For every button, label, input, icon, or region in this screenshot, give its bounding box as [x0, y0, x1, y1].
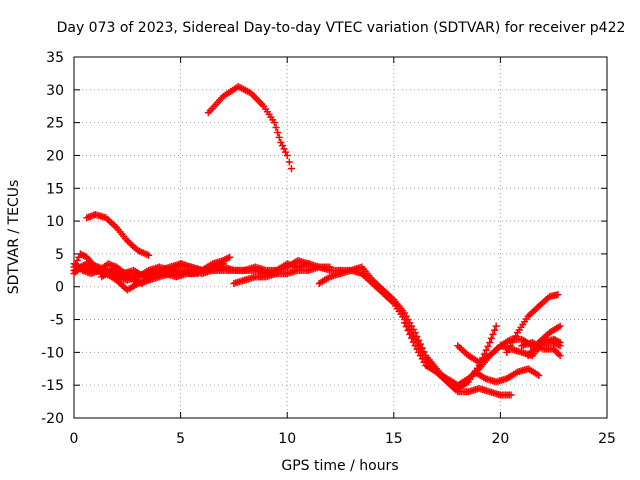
- data-point: [535, 371, 543, 379]
- data-series: [70, 83, 564, 399]
- x-tick-label: 20: [491, 431, 509, 447]
- y-tick-label: -5: [50, 313, 64, 329]
- data-point: [287, 165, 295, 173]
- data-point: [282, 148, 290, 156]
- data-point: [507, 391, 515, 399]
- data-point: [491, 326, 499, 334]
- y-axis-label: SDTVAR / TECUs: [6, 180, 22, 295]
- data-point: [415, 336, 423, 344]
- data-point: [486, 339, 494, 347]
- series-arc-4: [70, 253, 234, 287]
- series-arc-2: [70, 250, 564, 389]
- series-arc-13: [503, 291, 562, 356]
- series-arc-15: [518, 339, 564, 360]
- data-point: [404, 326, 412, 334]
- data-point: [274, 128, 282, 136]
- data-point: [277, 138, 285, 146]
- y-tick-label: -15: [41, 378, 64, 394]
- series-arc-7: [204, 83, 295, 173]
- data-point: [484, 342, 492, 350]
- data-point: [413, 333, 421, 341]
- data-point: [556, 322, 564, 330]
- y-tick-label: -10: [41, 345, 64, 361]
- data-point: [406, 330, 414, 338]
- data-point: [283, 151, 291, 159]
- grid: [74, 57, 607, 418]
- data-point: [408, 334, 416, 342]
- data-point: [226, 253, 234, 261]
- data-point: [489, 330, 497, 338]
- series-arc-10: [400, 319, 500, 392]
- data-point: [411, 329, 419, 337]
- data-point: [556, 339, 564, 347]
- x-tick-label: 5: [176, 431, 185, 447]
- data-point: [492, 322, 500, 330]
- data-point: [194, 270, 202, 278]
- x-tick-label: 10: [278, 431, 296, 447]
- plot-frame: [73, 56, 608, 419]
- series-arc-6: [83, 211, 153, 259]
- y-tick-label: 35: [46, 50, 64, 66]
- data-point: [554, 291, 562, 299]
- y-tick-label: 10: [46, 214, 64, 230]
- data-point: [326, 263, 334, 271]
- data-point: [482, 346, 490, 354]
- data-point: [402, 323, 410, 331]
- data-point: [400, 319, 408, 327]
- x-tick-label: 0: [70, 431, 79, 447]
- series-arc-9: [315, 263, 515, 399]
- data-point: [278, 142, 286, 150]
- data-point: [145, 251, 153, 259]
- y-tick-label: 15: [46, 181, 64, 197]
- y-tick-label: 5: [55, 247, 64, 263]
- data-point: [305, 260, 313, 268]
- series-arc-8: [230, 263, 334, 287]
- data-point: [270, 119, 278, 127]
- data-point: [418, 344, 426, 352]
- data-point: [487, 334, 495, 342]
- data-point: [409, 338, 417, 346]
- axes: 0 5 10 15 20 25 -20 -15 -10 -5 0 5 10 15 20 25 30 35: [41, 50, 616, 447]
- series-arc-5: [98, 266, 202, 281]
- x-tick-label: 15: [385, 431, 403, 447]
- series-arc-11: [454, 335, 564, 366]
- data-point: [275, 133, 283, 141]
- data-point: [285, 158, 293, 166]
- x-tick-label: 25: [598, 431, 616, 447]
- data-point: [272, 124, 280, 132]
- y-tick-label: 20: [46, 148, 64, 164]
- series-arc-12: [471, 365, 543, 386]
- data-point: [416, 340, 424, 348]
- y-tick-label: 25: [46, 116, 64, 132]
- data-point: [556, 352, 564, 360]
- chart-title: Day 073 of 2023, Sidereal Day-to-day VTE…: [57, 20, 626, 36]
- y-tick-label: 0: [55, 280, 64, 296]
- data-point: [280, 145, 288, 153]
- x-axis-label: GPS time / hours: [281, 458, 398, 474]
- y-tick-label: 30: [46, 83, 64, 99]
- y-tick-label: -20: [41, 411, 64, 427]
